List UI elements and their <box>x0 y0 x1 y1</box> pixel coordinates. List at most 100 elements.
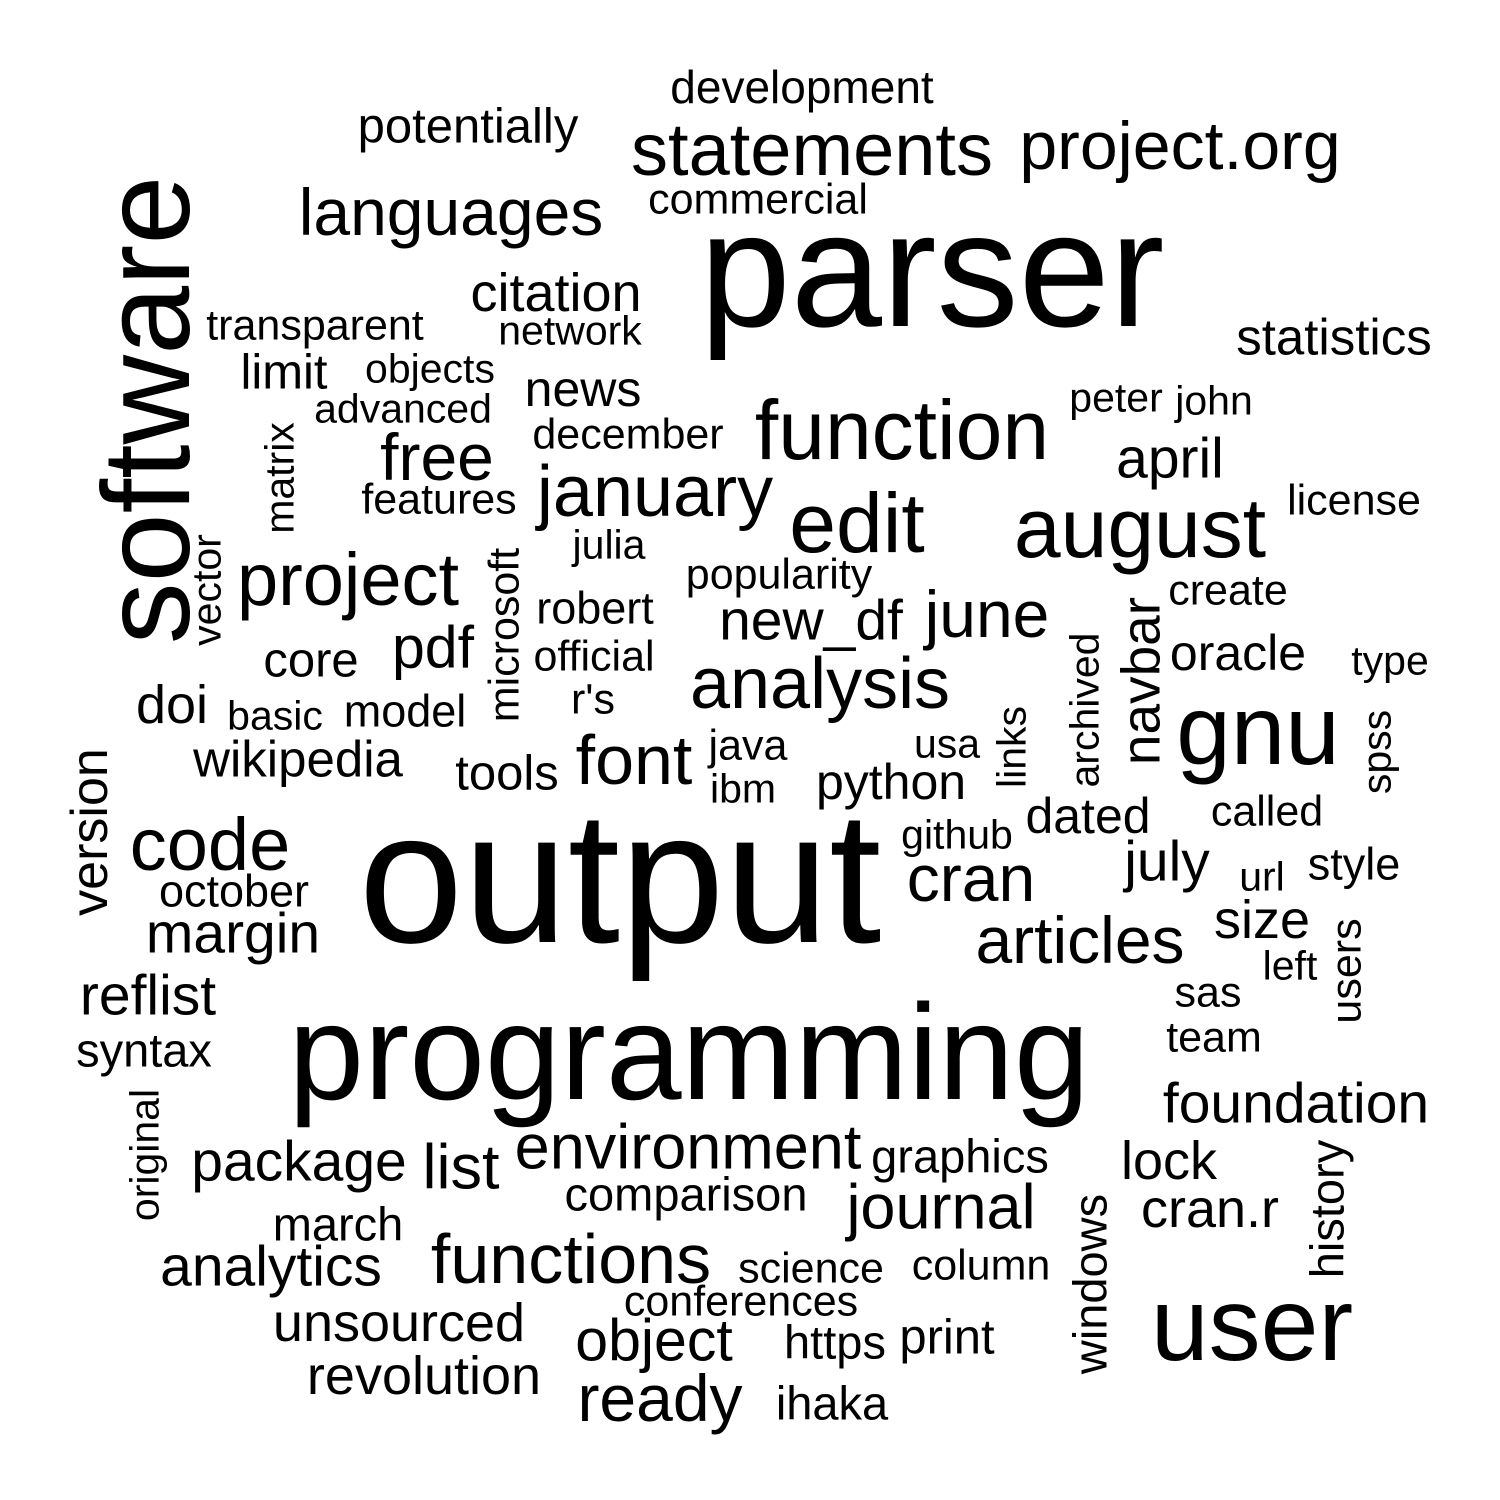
word-core: core <box>263 633 359 688</box>
word-august: august <box>1013 481 1267 575</box>
word-oracle: oracle <box>1169 625 1307 681</box>
word-wikipedia: wikipedia <box>193 730 403 788</box>
word-december: december <box>532 410 724 459</box>
word-analysis: analysis <box>689 644 951 724</box>
word-usa: usa <box>913 720 981 767</box>
word-doi: doi <box>135 675 209 735</box>
word-version: version <box>61 748 119 916</box>
word-april: april <box>1116 426 1224 491</box>
word-java: java <box>708 721 788 770</box>
word-object: object <box>575 1307 733 1374</box>
word-license: license <box>1287 476 1421 525</box>
word-team: team <box>1166 1013 1262 1062</box>
word-left: left <box>1262 942 1318 989</box>
word-called: called <box>1210 787 1324 836</box>
word-objects: objects <box>365 345 495 392</box>
word-languages: languages <box>298 175 604 249</box>
word-list: list <box>422 1132 500 1203</box>
word-links: links <box>988 705 1035 789</box>
word-model: model <box>343 685 467 737</box>
word-vector: vector <box>183 534 230 646</box>
word-package: package <box>191 1129 407 1194</box>
word-navbar: navbar <box>1109 596 1172 766</box>
word-gnu: gnu <box>1176 675 1340 785</box>
word-size: size <box>1213 890 1311 950</box>
word-news: news <box>524 361 642 417</box>
word-margin: margin <box>145 901 321 966</box>
word-limit: limit <box>240 345 328 400</box>
word-microsoft: microsoft <box>480 547 529 723</box>
word-peter: peter <box>1069 374 1163 421</box>
word-environment: environment <box>514 1112 862 1183</box>
word-articles: articles <box>975 903 1185 977</box>
word-functions: functions <box>430 1220 712 1298</box>
word-potentially: potentially <box>357 99 579 154</box>
word-history: history <box>1300 1139 1354 1279</box>
word-comparison: comparison <box>564 1167 808 1221</box>
word-foundation: foundation <box>1162 1071 1430 1136</box>
word-spss: spss <box>1353 709 1400 795</box>
word-project-org: project.org <box>1019 108 1341 184</box>
word-july: july <box>1124 829 1210 894</box>
word-ihaka: ihaka <box>775 1376 889 1430</box>
word-new_df: new_df <box>719 588 903 653</box>
word-june: june <box>924 577 1050 651</box>
word-analytics: analytics <box>160 1234 382 1299</box>
word-code: code <box>129 803 291 886</box>
word-popularity: popularity <box>685 550 873 599</box>
word-dated: dated <box>1025 788 1151 844</box>
word-network: network <box>498 307 642 354</box>
word-parser: parser <box>699 178 1165 361</box>
word-julia: julia <box>572 521 646 568</box>
word-commercial: commercial <box>648 175 868 224</box>
word-github: github <box>901 811 1013 858</box>
word-rs: r's <box>570 675 616 724</box>
word-january: january <box>536 452 774 532</box>
word-free: free <box>380 420 494 494</box>
word-graphics: graphics <box>871 1129 1049 1183</box>
word-official: official <box>533 632 655 681</box>
word-print: print <box>899 1310 995 1365</box>
word-october: october <box>158 865 310 917</box>
word-style: style <box>1307 838 1401 890</box>
word-python: python <box>815 754 967 810</box>
word-journal: journal <box>846 1172 1036 1243</box>
word-features: features <box>361 475 517 524</box>
word-ready: ready <box>577 1361 743 1435</box>
word-cran-r: cran.r <box>1140 1179 1280 1239</box>
word-sas: sas <box>1174 968 1242 1017</box>
word-revolution: revolution <box>306 1346 542 1406</box>
word-lock: lock <box>1120 1131 1218 1191</box>
word-column: column <box>911 1241 1051 1290</box>
word-syntax: syntax <box>76 1023 212 1077</box>
word-https: https <box>784 1315 886 1369</box>
word-project: project <box>236 538 460 621</box>
word-ibm: ibm <box>709 765 777 812</box>
word-basic: basic <box>227 692 323 739</box>
word-tools: tools <box>455 746 559 801</box>
word-transparent: transparent <box>206 301 424 350</box>
word-programming: programming <box>288 976 1090 1128</box>
word-function: function <box>754 383 1050 477</box>
word-output: output <box>358 772 882 982</box>
word-windows: windows <box>1063 1193 1117 1375</box>
word-font: font <box>575 721 693 799</box>
word-unsourced: unsourced <box>272 1293 526 1353</box>
word-march: march <box>272 1197 404 1251</box>
word-statistics: statistics <box>1236 308 1432 366</box>
word-type: type <box>1351 637 1429 684</box>
word-development: development <box>670 61 934 113</box>
word-citation: citation <box>470 263 642 323</box>
word-original: original <box>121 1088 168 1222</box>
word-user: user <box>1150 1267 1354 1383</box>
word-edit: edit <box>789 476 925 570</box>
word-reflist: reflist <box>79 963 217 1028</box>
word-science: science <box>738 1244 884 1293</box>
word-advanced: advanced <box>314 385 492 432</box>
word-url: url <box>1239 853 1285 900</box>
word-archived: archived <box>1061 632 1108 788</box>
word-conferences: conferences <box>623 1277 859 1326</box>
word-john: john <box>1175 377 1253 424</box>
word-matrix: matrix <box>256 422 303 534</box>
